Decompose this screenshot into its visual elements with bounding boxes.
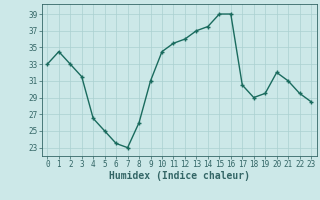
X-axis label: Humidex (Indice chaleur): Humidex (Indice chaleur) [109, 171, 250, 181]
